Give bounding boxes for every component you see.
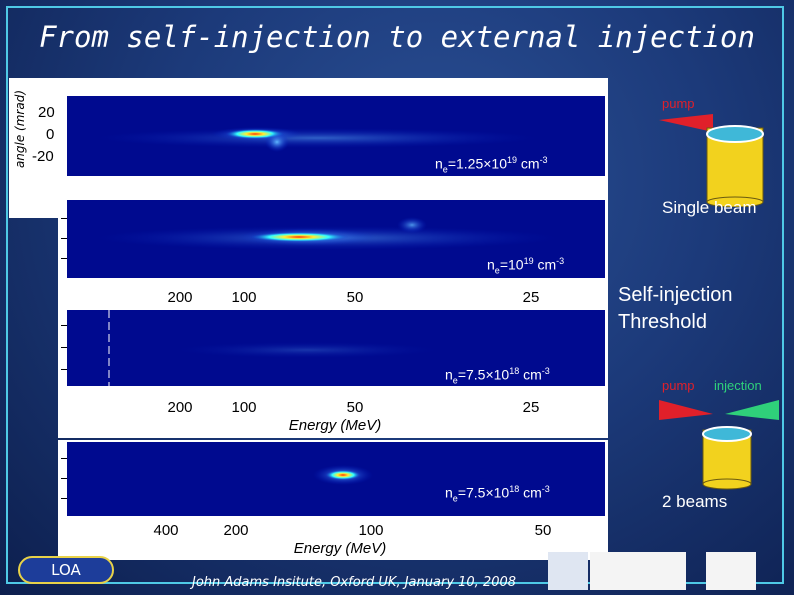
y-tick-mark xyxy=(61,347,67,348)
x-tick: 25 xyxy=(522,399,540,416)
pump-beam-icon xyxy=(659,114,713,132)
x-tick: 50 xyxy=(346,289,364,306)
footer-text: John Adams Insitute, Oxford UK, January … xyxy=(192,575,517,590)
x-tick: 25 xyxy=(522,289,540,306)
y-axis-label: angle (mrad) xyxy=(13,89,27,169)
y-tick: -20 xyxy=(32,148,54,165)
institution-logo-3 xyxy=(706,552,756,590)
density-label-1: ne=1.25×1019 cm-3 xyxy=(435,155,548,175)
y-tick-mark xyxy=(61,218,67,219)
y-tick: 20 xyxy=(38,104,55,121)
spectrum-image-3 xyxy=(67,310,605,386)
y-tick-mark xyxy=(61,498,67,499)
y-tick-mark xyxy=(61,458,67,459)
x-tick: 400 xyxy=(153,522,179,539)
y-tick: 0 xyxy=(46,126,55,143)
y-tick-mark xyxy=(61,238,67,239)
slide-title: From self-injection to external injectio… xyxy=(39,20,755,54)
self-injection-label: Self-injection xyxy=(618,284,733,306)
two-beams-diagram xyxy=(659,400,779,490)
x-tick: 200 xyxy=(167,289,193,306)
two-beams-label: 2 beams xyxy=(662,492,728,511)
injection-label: injection xyxy=(714,378,762,393)
institution-logo-2 xyxy=(590,552,686,590)
x-axis-label: Energy (MeV) xyxy=(288,417,382,434)
spectrum-image-2 xyxy=(67,200,605,278)
injection-beam-icon xyxy=(725,400,779,420)
y-tick-mark xyxy=(61,325,67,326)
y-tick-mark xyxy=(61,258,67,259)
loa-logo: LOA xyxy=(18,556,114,584)
threshold-label: Threshold xyxy=(618,311,707,333)
x-tick: 200 xyxy=(223,522,249,539)
single-beam-diagram xyxy=(659,114,764,207)
x-tick: 100 xyxy=(231,289,257,306)
x-tick: 50 xyxy=(346,399,364,416)
x-axis-label: Energy (MeV) xyxy=(293,540,387,557)
pump-label: pump xyxy=(662,96,695,111)
x-tick: 50 xyxy=(534,522,552,539)
spectrum-image-1 xyxy=(67,96,605,176)
x-tick: 100 xyxy=(358,522,384,539)
y-tick-mark xyxy=(61,369,67,370)
single-beam-label: Single beam xyxy=(662,198,757,217)
density-label-4: ne=7.5×1018 cm-3 xyxy=(445,484,550,504)
x-tick: 200 xyxy=(167,399,193,416)
y-tick-mark xyxy=(61,478,67,479)
pump-beam-icon xyxy=(659,400,713,420)
x-tick: 100 xyxy=(231,399,257,416)
density-label-2: ne=1019 cm-3 xyxy=(487,256,565,276)
institution-logo-1 xyxy=(548,552,588,590)
pump-label: pump xyxy=(662,378,695,393)
spectrum-image-4 xyxy=(67,442,605,516)
density-label-3: ne=7.5×1018 cm-3 xyxy=(445,366,550,386)
slide-frame xyxy=(6,6,784,584)
